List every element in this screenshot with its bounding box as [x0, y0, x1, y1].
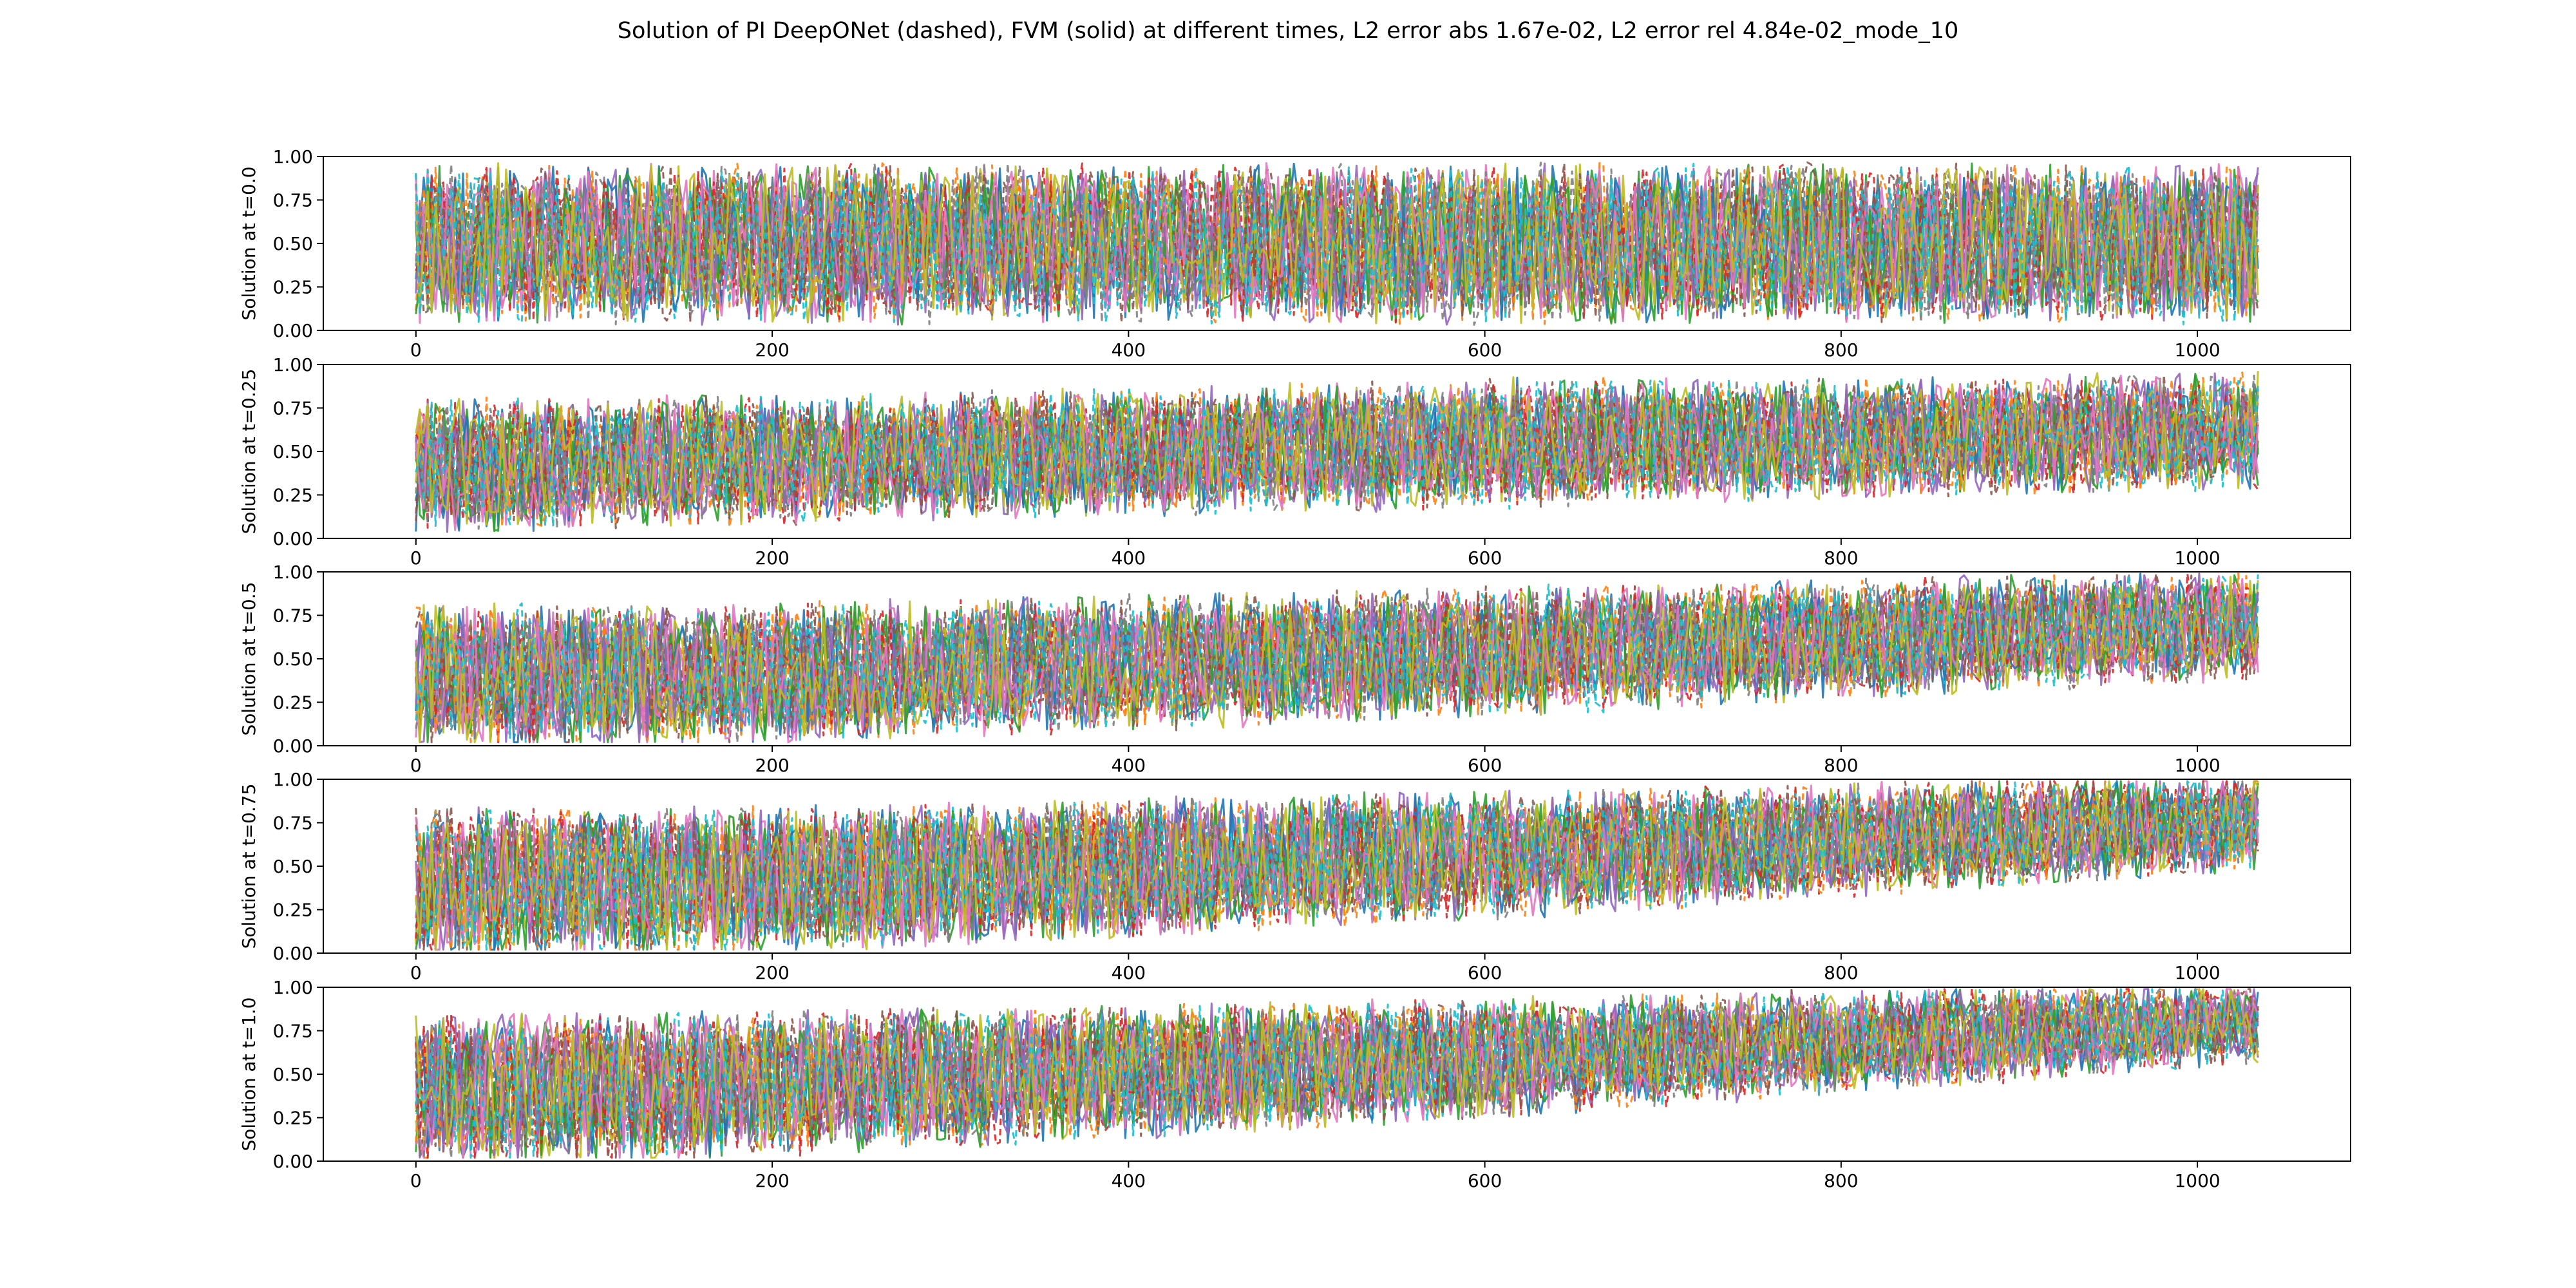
y-tick-label: 0.75 [273, 813, 313, 834]
x-tick-label: 400 [1112, 755, 1146, 776]
x-tick-label: 0 [410, 1170, 422, 1191]
x-tick-label: 1000 [2174, 755, 2220, 776]
x-tick-label: 200 [755, 1170, 789, 1191]
fvm-series-line [415, 376, 2259, 531]
deeponet-series-line [415, 780, 2259, 951]
deeponet-series-line [415, 574, 2259, 741]
subplot-2: 0 200 400 600 800 1000 0.00 0.25 0.50 0.75 1.00 Sol… [238, 354, 2351, 569]
subplot-1: 0 200 400 600 800 1000 0.00 0.25 0.50 0.75 1.00 Sol… [238, 146, 2351, 361]
y-tick-label: 0.75 [273, 605, 313, 627]
x-tick-label: 800 [1824, 962, 1858, 983]
figure-title: Solution of PI DeepONet (dashed), FVM (s… [617, 18, 1959, 44]
y-tick-label: 0.00 [273, 528, 313, 549]
y-tick-label: 1.00 [273, 977, 313, 998]
deeponet-series-line [415, 164, 2259, 325]
x-tick-label: 1000 [2174, 962, 2220, 983]
y-tick-label: 0.00 [273, 943, 313, 964]
y-tick-label: 0.00 [273, 1151, 313, 1172]
x-tick-label: 800 [1824, 339, 1858, 361]
deeponet-series-line [415, 780, 2259, 951]
y-tick-label: 1.00 [273, 354, 313, 375]
y-tick-label: 0.75 [273, 398, 313, 419]
deeponet-series-line [415, 780, 2259, 951]
y-tick-label: 1.00 [273, 146, 313, 167]
subplot-4: 0 200 400 600 800 1000 0.00 0.25 0.50 0.75 1.00 Sol… [238, 769, 2351, 983]
deeponet-series-line [415, 162, 2259, 326]
series-group [415, 161, 2259, 326]
y-axis-label: Solution at t=0.25 [238, 369, 260, 535]
y-tick-label: 0.25 [273, 692, 313, 714]
x-tick-label: 400 [1112, 962, 1146, 983]
x-tick-label: 800 [1824, 755, 1858, 776]
subplot-5: 0 200 400 600 800 1000 0.00 0.25 0.50 0.75 1.00 Sol… [238, 977, 2351, 1191]
x-tick-label: 600 [1468, 755, 1502, 776]
x-tick-label: 600 [1468, 1170, 1502, 1191]
x-tick-label: 200 [755, 547, 789, 569]
x-tick-label: 800 [1824, 1170, 1858, 1191]
y-tick-label: 0.25 [273, 1108, 313, 1129]
y-axis-label: Solution at t=1.0 [238, 998, 260, 1151]
y-tick-label: 0.75 [273, 1021, 313, 1042]
fvm-series-line [415, 162, 2259, 325]
series-group [415, 573, 2259, 744]
y-tick-label: 0.00 [273, 320, 313, 341]
series-group [415, 988, 2259, 1159]
y-tick-label: 0.25 [273, 277, 313, 298]
fvm-series-line [415, 162, 2259, 324]
deeponet-series-line [415, 375, 2259, 526]
x-tick-label: 200 [755, 962, 789, 983]
subplot-3: 0 200 400 600 800 1000 0.00 0.25 0.50 0.75 1.00 Sol… [238, 562, 2351, 776]
x-tick-label: 200 [755, 339, 789, 361]
deeponet-series-line [415, 378, 2259, 526]
deeponet-series-line [415, 988, 2259, 1159]
y-axis-label: Solution at t=0.75 [238, 784, 260, 949]
x-tick-label: 800 [1824, 547, 1858, 569]
x-tick-label: 1000 [2174, 547, 2220, 569]
y-axis-label: Solution at t=0.0 [238, 167, 260, 321]
series-group [415, 371, 2259, 533]
x-tick-label: 400 [1112, 1170, 1146, 1191]
y-tick-label: 1.00 [273, 769, 313, 790]
x-tick-label: 0 [410, 339, 422, 361]
x-tick-label: 400 [1112, 339, 1146, 361]
deeponet-series-line [415, 375, 2259, 527]
y-tick-label: 1.00 [273, 562, 313, 583]
y-axis-label: Solution at t=0.5 [238, 582, 260, 736]
y-tick-label: 0.50 [273, 233, 313, 254]
deeponet-series-line [415, 988, 2259, 1157]
x-tick-label: 600 [1468, 547, 1502, 569]
x-tick-label: 1000 [2174, 1170, 2220, 1191]
fvm-series-line [415, 988, 2259, 1157]
x-tick-label: 1000 [2174, 339, 2220, 361]
x-tick-label: 400 [1112, 547, 1146, 569]
fvm-series-line [415, 372, 2259, 526]
fvm-series-line [415, 780, 2259, 951]
x-tick-label: 0 [410, 755, 422, 776]
x-tick-label: 600 [1468, 962, 1502, 983]
y-tick-label: 0.25 [273, 900, 313, 921]
y-tick-label: 0.00 [273, 735, 313, 757]
y-tick-label: 0.75 [273, 190, 313, 211]
deeponet-series-line [415, 573, 2259, 732]
x-tick-label: 600 [1468, 339, 1502, 361]
series-group [415, 780, 2259, 951]
deeponet-series-line [415, 988, 2259, 1159]
y-tick-label: 0.50 [273, 1064, 313, 1085]
y-tick-label: 0.50 [273, 649, 313, 670]
y-tick-label: 0.25 [273, 485, 313, 506]
x-tick-label: 0 [410, 962, 422, 983]
x-tick-label: 200 [755, 755, 789, 776]
y-tick-label: 0.50 [273, 856, 313, 877]
y-tick-label: 0.50 [273, 441, 313, 462]
deeponet-series-line [415, 161, 2259, 323]
x-tick-label: 0 [410, 547, 422, 569]
